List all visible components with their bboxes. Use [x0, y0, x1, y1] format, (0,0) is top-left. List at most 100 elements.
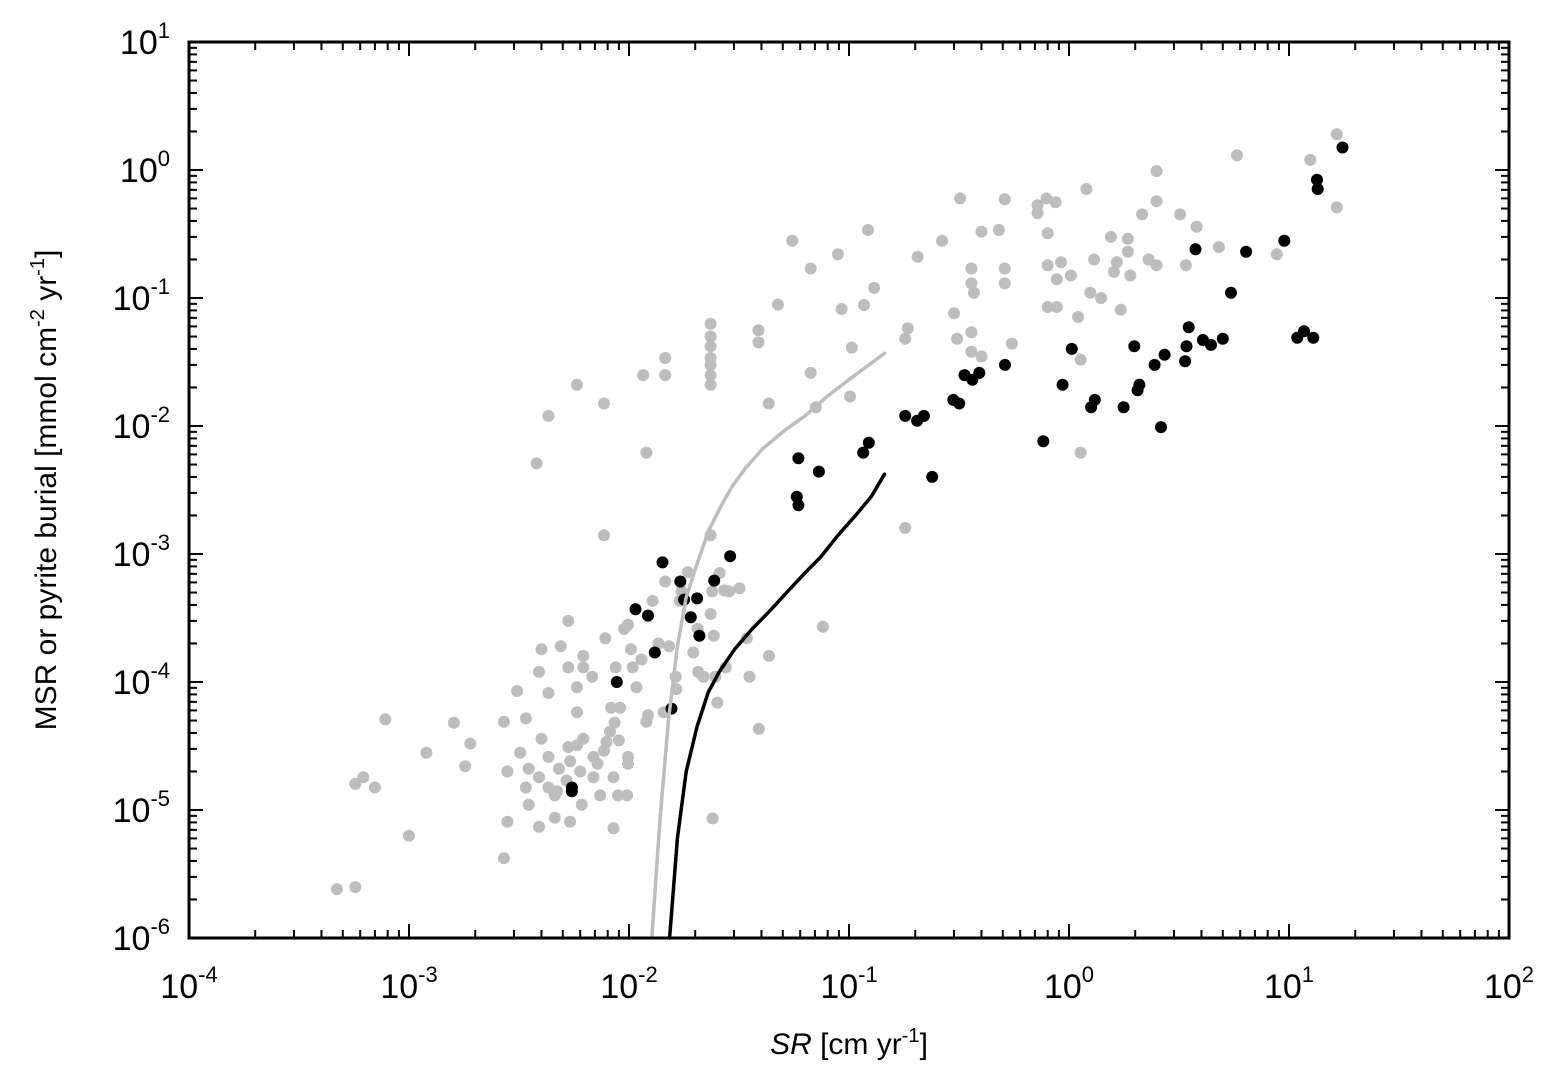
gray-data-point [626, 661, 639, 674]
gray-data-point [687, 646, 700, 659]
gray-data-point [533, 820, 545, 833]
gray-data-point [607, 771, 620, 784]
gray-data-point [577, 649, 590, 662]
gray-data-point [459, 760, 472, 773]
gray-data-point [1179, 259, 1192, 272]
gray-data-point [1330, 128, 1343, 141]
black-data-point [792, 499, 805, 512]
black-data-point [708, 574, 721, 587]
gray-data-point [965, 326, 978, 339]
black-data-point [973, 366, 986, 379]
gray-data-point [586, 670, 599, 683]
gray-data-point [622, 618, 634, 631]
black-data-point [693, 629, 706, 642]
gray-data-point [511, 685, 524, 697]
gray-data-point [357, 771, 370, 784]
gray-data-point [858, 299, 870, 312]
black-data-point [1133, 378, 1146, 391]
gray-data-point [951, 332, 964, 345]
plot-frame [187, 40, 1511, 940]
gray-data-point [723, 585, 736, 598]
y-tick-label: 10-5 [113, 786, 170, 830]
gray-data-point [637, 369, 650, 382]
x-tick-label: 10-2 [600, 962, 657, 1006]
black-data-point [1065, 342, 1078, 355]
plot-area [330, 128, 1349, 940]
gray-data-point [577, 732, 590, 745]
gray-data-point [542, 409, 555, 422]
gray-data-point [704, 340, 717, 353]
x-tick-label: 102 [1484, 962, 1534, 1006]
gray-data-point [598, 529, 610, 542]
black-data-point [899, 409, 912, 422]
gray-data-point [349, 881, 362, 894]
gray-data-point [379, 713, 392, 726]
gray-data-point [403, 829, 415, 842]
gray-data-point [1190, 220, 1203, 233]
gray-data-point [464, 737, 477, 750]
gray-data-point [975, 350, 988, 363]
gray-data-point [1049, 196, 1062, 209]
black-data-point [1182, 321, 1195, 334]
black-data-point [684, 611, 697, 624]
gray-data-point [1055, 256, 1067, 269]
gray-data-point [771, 298, 784, 311]
black-data-point [1037, 435, 1050, 448]
black-data-point [1205, 338, 1217, 351]
black-data-point [674, 575, 687, 588]
gray-data-point [598, 397, 610, 410]
gray-data-point [844, 390, 856, 403]
y-axis-label: MSR or pyrite burial [mmol cm-2 yr-1] [27, 250, 63, 731]
gray-data-point [911, 250, 924, 263]
gray-data-point [901, 322, 914, 335]
gray-data-point [519, 712, 532, 725]
gray-data-point [1304, 153, 1317, 166]
gray-data-point [998, 277, 1011, 290]
gray-data-point [786, 234, 799, 247]
black-data-point [926, 470, 939, 483]
gray-data-point [1050, 273, 1063, 286]
black-data-point [1225, 286, 1237, 299]
gray-data-point [1174, 208, 1187, 221]
gray-data-point [1031, 207, 1044, 220]
x-axis-label: SR [cm yr-1] [770, 1025, 928, 1061]
black-data-point [917, 409, 930, 422]
gray-data-point [816, 620, 829, 633]
gray-data-point [868, 281, 881, 294]
gray-data-point [519, 781, 532, 794]
black-data-point [792, 452, 805, 465]
gray-data-point [704, 369, 717, 382]
gray-data-point [564, 815, 577, 828]
gray-data-point [535, 732, 548, 745]
black-data-point [1088, 393, 1101, 406]
y-tick-label: 10-6 [113, 914, 170, 958]
gray-data-point [522, 798, 535, 811]
gray-data-point [1107, 265, 1120, 278]
gray-data-point [542, 750, 555, 763]
gray-data-point [564, 755, 577, 768]
black-data-point [629, 603, 642, 616]
gray-data-point [1104, 230, 1117, 243]
gray-data-point [330, 883, 343, 896]
gray-data-point [1005, 337, 1018, 350]
gray-data-point [992, 224, 1005, 236]
gray-data-point [1080, 183, 1093, 195]
y-tick-label: 10-1 [113, 274, 170, 318]
gray-data-point [622, 757, 634, 770]
black-data-point [1311, 183, 1324, 195]
gray-data-point [368, 781, 381, 794]
gray-data-point [501, 815, 514, 828]
gray-data-point [706, 812, 719, 825]
axis-ticks [188, 41, 1510, 939]
gray-data-point [1121, 245, 1134, 258]
black-data-point [1189, 243, 1202, 256]
gray-data-point [743, 670, 756, 683]
gray-data-point [574, 765, 587, 778]
gray-data-point [587, 771, 600, 784]
gray-data-point [1041, 259, 1054, 272]
gray-data-point [752, 722, 765, 735]
black-data-point [1311, 173, 1323, 186]
black-data-point [565, 785, 578, 798]
gray-data-point [548, 811, 561, 824]
